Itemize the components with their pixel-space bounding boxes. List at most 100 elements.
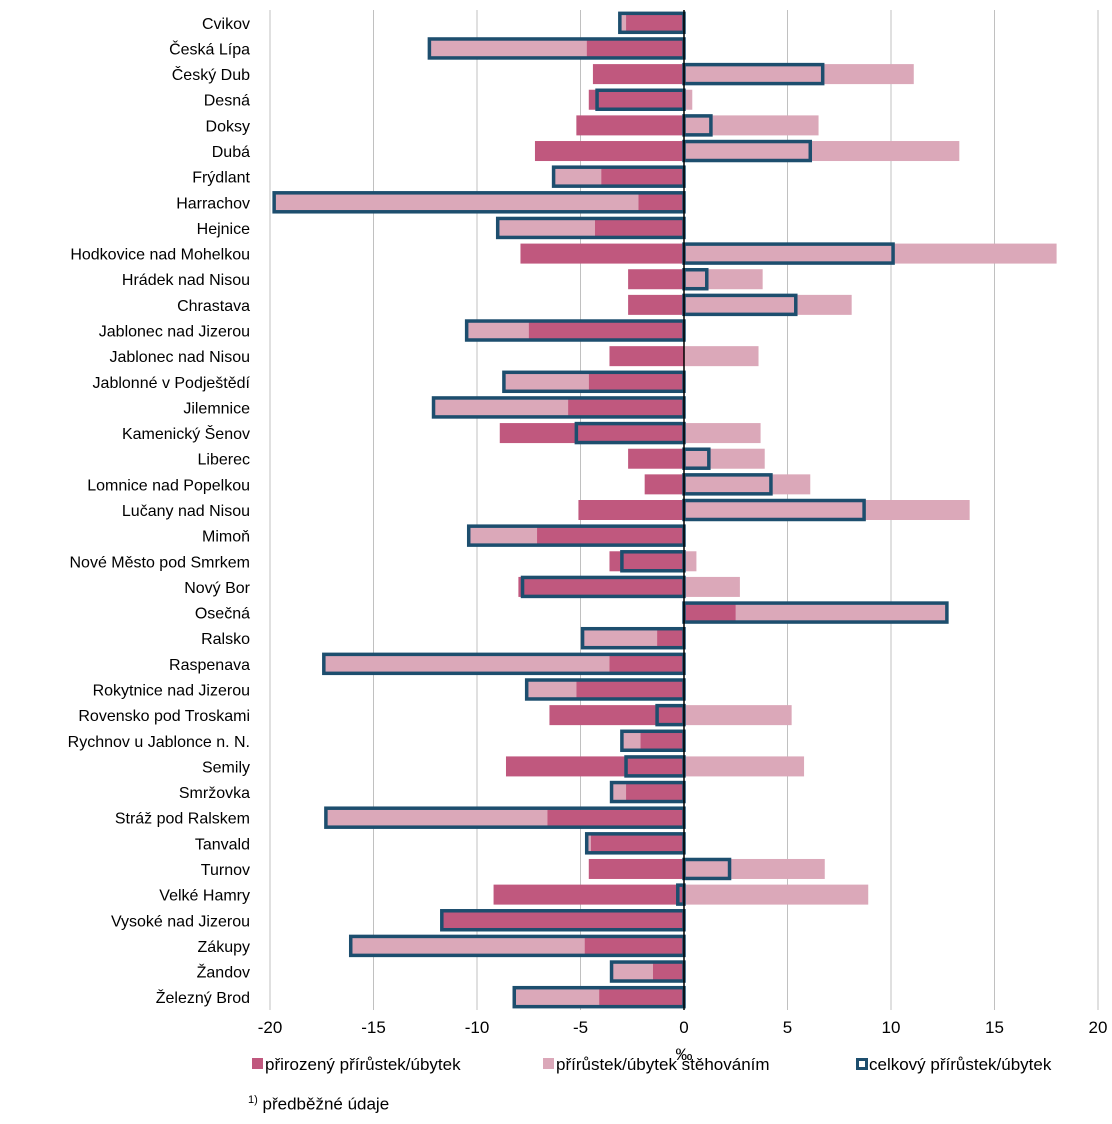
- category-label-22: Nový Bor: [184, 580, 250, 597]
- natural-bar-28: [640, 730, 684, 751]
- natural-bar-5: [534, 141, 684, 162]
- migration-bar-19: [684, 500, 970, 520]
- x-tick-label-2: -10: [465, 1018, 490, 1037]
- migration-bar-28: [621, 730, 641, 751]
- migration-bar-15: [433, 397, 569, 418]
- natural-bar-23: [684, 602, 736, 623]
- category-label-20: Mimoň: [202, 529, 250, 546]
- natural-bar-36: [584, 935, 684, 956]
- x-tick-label-5: 5: [783, 1018, 792, 1037]
- category-label-4: Doksy: [206, 118, 250, 135]
- category-label-17: Liberec: [198, 452, 250, 469]
- x-tick-label-4: 0: [679, 1018, 688, 1037]
- migration-bar-27: [684, 705, 792, 726]
- migration-bar-24: [582, 628, 658, 649]
- natural-bar-37: [652, 961, 684, 982]
- category-label-14: Jablonné v Podještědí: [93, 375, 251, 392]
- natural-bar-18: [644, 474, 684, 495]
- natural-bar-34: [493, 884, 684, 905]
- natural-bar-3: [588, 89, 684, 110]
- migration-bar-36: [350, 935, 585, 956]
- category-label-13: Jablonec nad Nisou: [109, 349, 250, 366]
- natural-bar-11: [628, 294, 684, 315]
- natural-bar-12: [528, 320, 684, 341]
- migration-bars: [274, 12, 1057, 1008]
- natural-bar-33: [588, 858, 684, 879]
- legend-swatch-2: [856, 1058, 868, 1070]
- natural-bar-29: [505, 756, 684, 777]
- legend-label-2: celkový přírůstek/úbytek: [869, 1055, 1052, 1074]
- category-label-5: Dubá: [212, 144, 250, 161]
- category-label-12: Jablonec nad Jizerou: [99, 324, 250, 341]
- category-label-35: Vysoké nad Jizerou: [111, 913, 250, 930]
- category-label-19: Lučany nad Nisou: [122, 503, 250, 520]
- migration-bar-38: [514, 987, 600, 1008]
- category-label-30: Smržovka: [179, 785, 250, 802]
- natural-bar-14: [588, 371, 684, 392]
- migration-bar-25: [323, 653, 610, 674]
- migration-bar-22: [684, 576, 740, 597]
- migration-bar-12: [466, 320, 529, 341]
- migration-bar-11: [684, 294, 852, 315]
- x-tick-label-6: 10: [882, 1018, 901, 1037]
- natural-bar-17: [628, 448, 684, 469]
- x-tick-label-8: 20: [1089, 1018, 1108, 1037]
- migration-bar-34: [684, 884, 869, 905]
- migration-bar-7: [274, 192, 639, 213]
- natural-bar-1: [586, 38, 684, 59]
- category-labels: Cvikov Česká Lípa Český Dub Desná Doksy Dubá F…: [68, 16, 251, 1007]
- natural-bar-24: [657, 628, 684, 649]
- x-tick-label-0: -20: [258, 1018, 283, 1037]
- natural-bar-30: [626, 782, 684, 803]
- natural-bar-6: [601, 166, 684, 187]
- migration-bar-21: [684, 551, 697, 572]
- migration-bar-2: [684, 64, 914, 85]
- x-tick-labels: -20 -15 -10 -5 0 5 10 15 20: [258, 1018, 1108, 1037]
- category-label-26: Rokytnice nad Jizerou: [93, 682, 250, 699]
- legend-label-1: přírůstek/úbytek stěhováním: [556, 1055, 770, 1074]
- migration-bar-32: [586, 833, 591, 854]
- migration-bar-8: [497, 217, 595, 238]
- natural-bar-16: [499, 423, 684, 444]
- natural-change-bars: [441, 12, 736, 1008]
- category-label-37: Žandov: [197, 963, 250, 982]
- natural-bar-8: [594, 217, 684, 238]
- category-label-29: Semily: [202, 759, 250, 776]
- category-label-32: Tanvald: [195, 836, 250, 853]
- footnote: 1) předběžné údaje: [248, 1094, 389, 1115]
- category-label-7: Harrachov: [176, 195, 250, 212]
- category-label-9: Hodkovice nad Mohelkou: [70, 247, 250, 264]
- category-label-1: Česká Lípa: [169, 39, 250, 58]
- natural-bar-25: [609, 653, 684, 674]
- migration-bar-13: [684, 346, 759, 367]
- migration-bar-18: [684, 474, 811, 495]
- legend-swatch-1: [543, 1058, 554, 1069]
- migration-bar-16: [684, 423, 761, 444]
- natural-bar-27: [549, 705, 684, 726]
- natural-bar-22: [518, 576, 684, 597]
- category-label-36: Zákupy: [198, 939, 250, 956]
- natural-bar-9: [520, 243, 684, 264]
- x-tick-label-3: -5: [573, 1018, 588, 1037]
- category-label-21: Nové Město pod Smrkem: [69, 554, 250, 571]
- x-tick-label-7: 15: [985, 1018, 1004, 1037]
- natural-bar-4: [576, 115, 684, 136]
- category-label-18: Lomnice nad Popelkou: [87, 477, 250, 494]
- migration-bar-23: [735, 602, 947, 623]
- natural-bar-2: [592, 64, 684, 85]
- migration-bar-20: [468, 525, 538, 546]
- category-label-10: Hrádek nad Nisou: [122, 272, 250, 289]
- category-label-33: Turnov: [201, 862, 250, 879]
- migration-bar-3: [684, 89, 693, 110]
- migration-bar-31: [325, 807, 548, 828]
- migration-bar-37: [611, 961, 653, 982]
- migration-bar-17: [684, 448, 765, 469]
- migration-bar-29: [684, 756, 805, 777]
- natural-bar-0: [626, 12, 684, 33]
- migration-bar-4: [684, 115, 819, 136]
- migration-bar-6: [553, 166, 602, 187]
- category-label-0: Cvikov: [202, 16, 250, 33]
- category-label-8: Hejnice: [197, 221, 250, 238]
- natural-bar-19: [578, 500, 684, 520]
- category-label-27: Rovensko pod Troskami: [78, 708, 250, 725]
